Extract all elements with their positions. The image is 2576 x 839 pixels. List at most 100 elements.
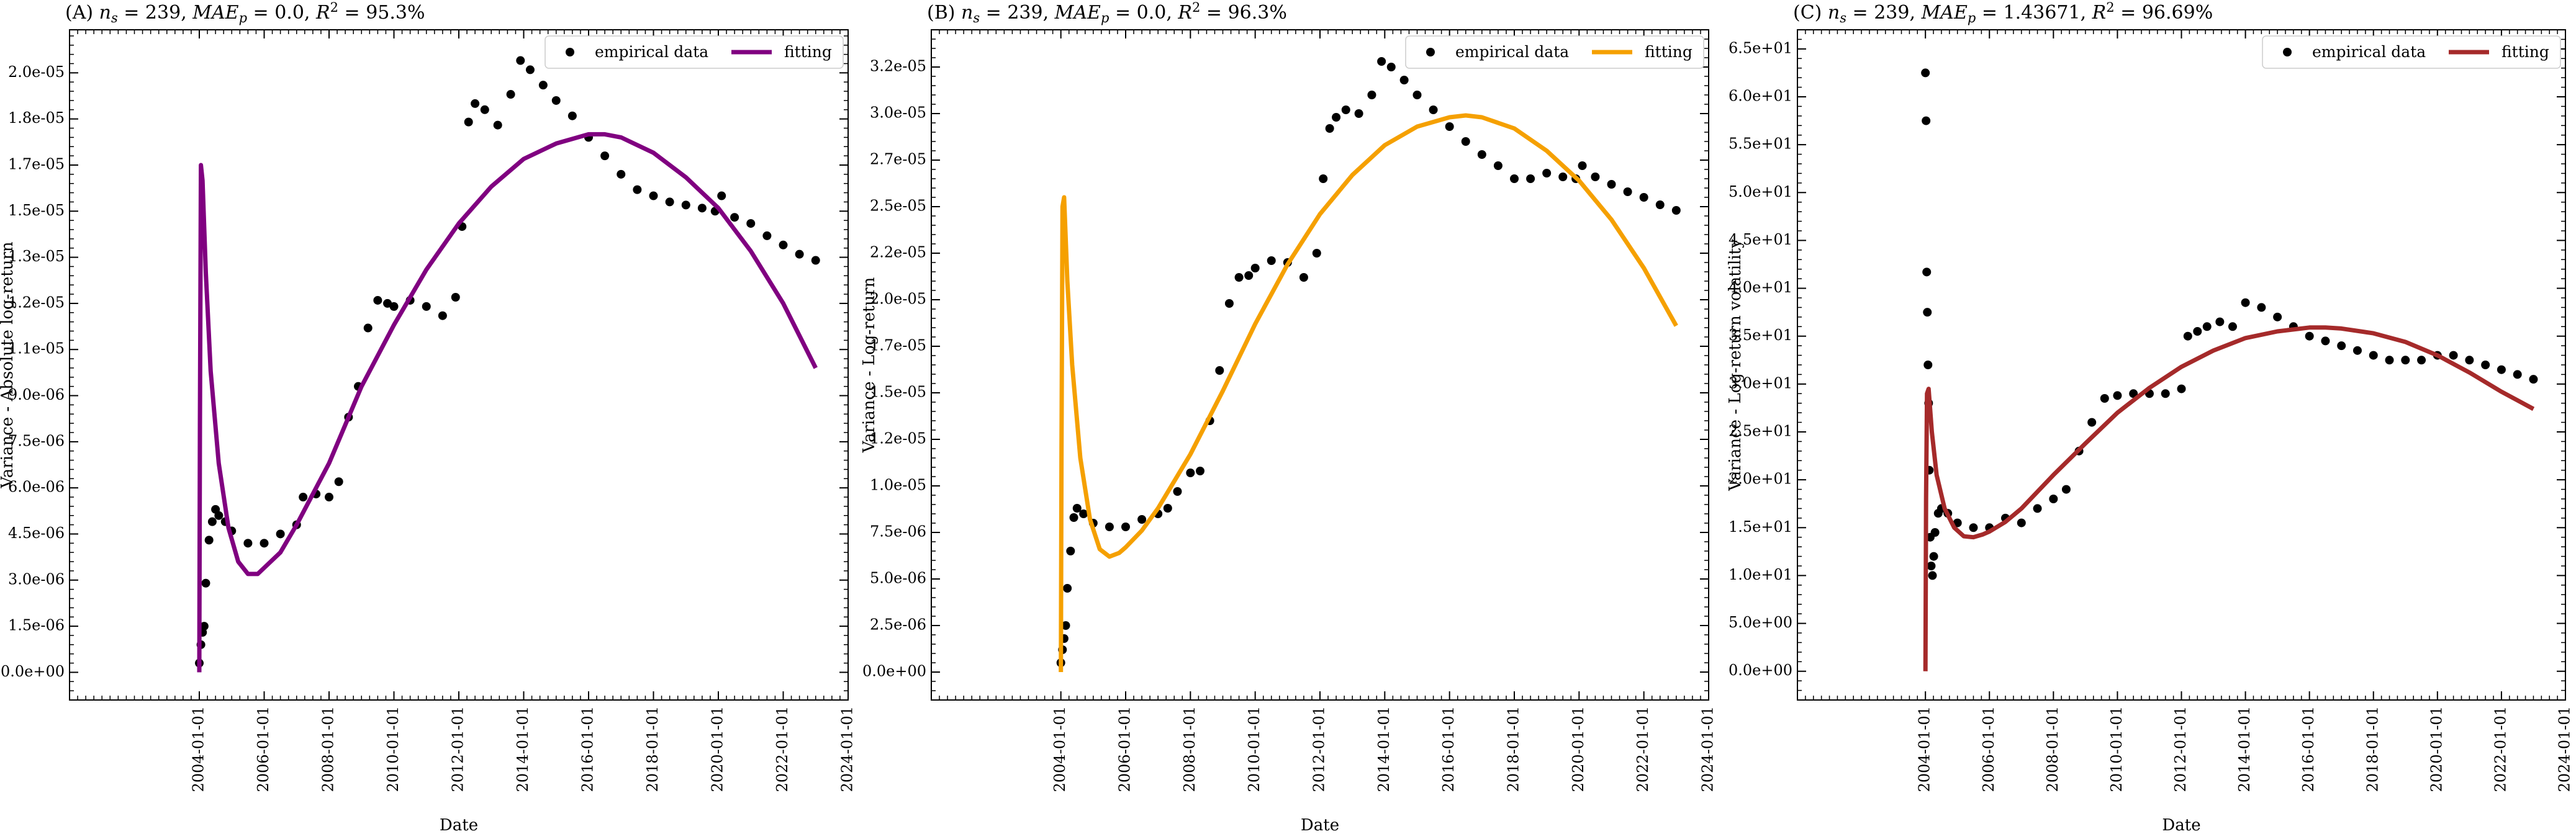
x-tick-label: 2008-01-01 [320, 706, 337, 792]
empirical-point [204, 536, 214, 545]
empirical-point [1319, 174, 1328, 183]
title-part: 2 [330, 0, 338, 15]
empirical-point [1066, 547, 1075, 555]
empirical-point [525, 65, 535, 74]
empirical-point [567, 111, 577, 120]
empirical-point [1969, 523, 1978, 532]
x-tick-label: 2014-01-01 [2236, 706, 2253, 792]
empirical-point [1922, 267, 1932, 277]
legend: empirical data fitting [1405, 35, 1704, 69]
title-part: = 96.3% [1200, 2, 1287, 24]
y-tick-label: 1.5e-05 [870, 384, 926, 401]
y-tick-label: 4.5e-06 [8, 524, 65, 542]
legend-box [545, 35, 844, 69]
empirical-point [243, 539, 253, 548]
empirical-point [464, 117, 473, 127]
empirical-point [2129, 389, 2138, 398]
empirical-point [795, 249, 804, 259]
empirical-point [633, 185, 642, 194]
x-tick-label: 2010-01-01 [1245, 706, 1263, 792]
y-tick-label: 0.0e+00 [862, 663, 926, 680]
empirical-point [2193, 327, 2202, 336]
empirical-point [2033, 504, 2042, 513]
x-tick-label: 2016-01-01 [579, 706, 597, 792]
title-part: = 1.43671, [1976, 2, 2092, 24]
y-tick-label: 1.3e-05 [8, 248, 65, 265]
title-part: = 239, [980, 2, 1055, 24]
legend-label-empirical: empirical data [595, 43, 708, 61]
x-tick-label: 2008-01-01 [1181, 706, 1198, 792]
empirical-point [1215, 366, 1224, 375]
empirical-point [1299, 273, 1308, 282]
y-tick-label: 5.0e+01 [1729, 183, 1792, 200]
x-tick-label: 2014-01-01 [1375, 706, 1393, 792]
y-axis-label: Variance - Log-return volatility [1726, 239, 1745, 491]
empirical-point [1607, 180, 1616, 189]
empirical-point [762, 231, 772, 240]
empirical-point [1072, 504, 1082, 513]
title-part: p [1968, 11, 1976, 25]
x-axis-label: Date [1301, 816, 1339, 835]
panel-title: (C) ns = 239, MAEp = 1.43671, R2 = 96.69… [1793, 0, 2213, 25]
empirical-point [1244, 271, 1254, 280]
x-tick-label: 2020-01-01 [2428, 706, 2445, 792]
empirical-point [2449, 351, 2458, 360]
empirical-point [2087, 418, 2097, 427]
x-tick-label: 2024-01-01 [2556, 706, 2574, 792]
title-part: = 0.0, [1109, 2, 1178, 24]
title-part: MAE [1054, 2, 1101, 24]
empirical-point [1578, 161, 1587, 170]
x-axis-label: Date [440, 816, 478, 835]
empirical-point [2061, 485, 2071, 494]
y-tick-label: 7.5e-06 [8, 432, 65, 449]
y-tick-label: 9.0e-06 [8, 386, 65, 403]
x-tick-label: 2020-01-01 [709, 706, 726, 792]
y-tick-label: 2.7e-05 [870, 151, 926, 168]
empirical-point [506, 90, 515, 99]
empirical-point [1332, 113, 1341, 122]
y-tick-label: 1.7e-05 [870, 337, 926, 354]
empirical-point [1927, 562, 1936, 570]
plot-frame [69, 29, 849, 701]
empirical-point [1623, 187, 1632, 196]
empirical-point [1928, 571, 1937, 580]
y-tick-label: 4.0e+01 [1729, 279, 1792, 296]
y-tick-label: 3.0e-05 [870, 104, 926, 122]
empirical-point [2385, 356, 2394, 365]
empirical-point [2481, 361, 2490, 369]
title-part: = 96.69% [2115, 2, 2213, 24]
empirical-point [746, 219, 756, 228]
title-part: 2 [2106, 0, 2114, 15]
empirical-point [1930, 528, 1940, 537]
empirical-point [1922, 116, 1931, 125]
y-tick-label: 2.0e+01 [1729, 470, 1792, 488]
empirical-point [1137, 515, 1147, 524]
y-tick-label: 2.0e-05 [8, 63, 65, 81]
x-tick-label: 2014-01-01 [514, 706, 531, 792]
legend-label-fitting: fitting [1645, 43, 1692, 61]
y-tick-label: 1.2e-05 [8, 294, 65, 311]
empirical-point [1173, 487, 1182, 496]
title-part: R [2092, 2, 2107, 24]
empirical-point [665, 197, 674, 207]
empirical-point [1399, 76, 1409, 84]
legend-marker-empirical [1426, 48, 1435, 56]
legend-label-fitting: fitting [784, 43, 832, 61]
empirical-point [214, 511, 224, 520]
empirical-point [2465, 356, 2474, 365]
empirical-series [195, 56, 820, 668]
y-tick-label: 2.2e-05 [870, 244, 926, 261]
empirical-point [1079, 509, 1088, 518]
fitting-line [1923, 325, 2535, 671]
y-tick-label: 1.7e-05 [8, 155, 65, 173]
empirical-point [2497, 365, 2506, 374]
x-tick-label: 2016-01-01 [1440, 706, 1457, 792]
empirical-point [1341, 105, 1350, 114]
title-part: MAE [192, 2, 238, 24]
title-part: = 0.0, [247, 2, 316, 24]
empirical-point [260, 539, 269, 548]
empirical-point [373, 295, 382, 305]
title-part: = 95.3% [338, 2, 425, 24]
y-tick-label: 1.1e-05 [8, 340, 65, 357]
legend-label-fitting: fitting [2501, 43, 2549, 61]
